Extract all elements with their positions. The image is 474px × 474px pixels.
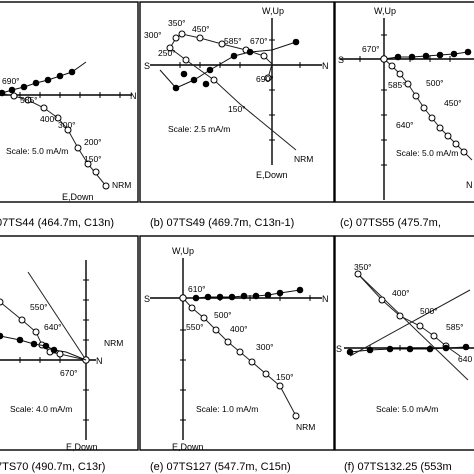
panel-a-scale: Scale: 5.0 mA/m: [6, 146, 68, 156]
panel-b-label-300: 300°: [144, 30, 162, 40]
panel-f-label-500: 500°: [420, 306, 438, 316]
panel-b-up-label: W,Up: [262, 6, 284, 16]
panel-b-label-585: 585°: [224, 36, 242, 46]
panel-f: 350° 400° 500° 585° 640 S Scale: 5.0 mA/…: [334, 235, 474, 451]
panel-a-label-200: 200°: [84, 137, 102, 147]
panel-b-north-label: N: [322, 61, 329, 71]
panel-c-label-500: 500°: [426, 78, 444, 88]
panel-c-label-640: 640°: [396, 120, 414, 130]
panel-c-open-points: [380, 55, 468, 156]
panel-e-label-550: 550°: [186, 322, 204, 332]
panel-e-open-points: [179, 294, 300, 420]
panel-b-label-690: 690°: [256, 74, 274, 84]
panel-f-label-640: 640: [458, 354, 472, 364]
panel-e-label-nrm: NRM: [296, 422, 315, 432]
panel-e-scale: Scale: 1.0 mA/m: [196, 404, 258, 414]
panel-f-caption: (f) 07TS132.25 (553m: [344, 461, 452, 473]
panel-d-caption: 7TS70 (490.7m, C13r): [0, 461, 105, 473]
panel-d-nrm-line: [27, 271, 87, 361]
panel-a-frame: [0, 1, 139, 203]
panel-a-caption: 07TS44 (464.7m, C13n): [0, 217, 114, 229]
panel-e-label-300: 300°: [256, 342, 274, 352]
panel-b-south-label: S: [144, 61, 150, 71]
panel-d-label-nrm: NRM: [104, 338, 123, 348]
panel-f-label-585: 585°: [446, 322, 464, 332]
panel-c-scale: Scale: 5.0 mA/m: [396, 148, 458, 158]
panel-d-label-550: 550°: [30, 302, 48, 312]
panel-b-scale: Scale: 2.5 mA/m: [168, 124, 230, 134]
panel-e-vertical-path: [182, 297, 297, 417]
panel-d: 550° 640° 670° NRM S N E,Down Scale: 4.0…: [0, 235, 139, 452]
panel-a-label-400: 400°: [40, 114, 58, 124]
panel-d-scale: Scale: 4.0 mA/m: [10, 404, 72, 414]
panel-c-caption: (c) 07TS55 (475.7m,: [340, 217, 441, 229]
panel-e-label-610: 610°: [188, 284, 206, 294]
panel-b-label-150: 150°: [228, 104, 246, 114]
panel-b-label-450: 450°: [192, 24, 210, 34]
panel-d-label-640: 640°: [44, 322, 62, 332]
panel-e-closed-points: [192, 286, 304, 302]
panel-b-label-350: 350°: [168, 18, 186, 28]
panel-a-north-label: N: [130, 91, 137, 101]
panel-c-label-450: 450°: [444, 98, 462, 108]
panel-a-label-300: 300°: [58, 120, 76, 130]
panel-a-open-points: [10, 92, 110, 190]
panel-f-label-400: 400°: [392, 288, 410, 298]
panel-d-down-label: E,Down: [66, 442, 98, 452]
panel-f-scale: Scale: 5.0 mA/m: [376, 404, 438, 414]
panel-e-caption: (e) 07TS127 (547.7m, C15n): [150, 461, 291, 473]
panel-e-up-label: W,Up: [172, 246, 194, 256]
panel-b-label-670: 670°: [250, 36, 268, 46]
panel-b-closed-points: [172, 38, 300, 92]
panel-e-frame: [139, 235, 335, 451]
panel-b-open-points: [166, 30, 272, 84]
panel-c-label-585: 585°: [388, 80, 406, 90]
panel-e-label-400: 400°: [230, 324, 248, 334]
panel-c-closed-points: [394, 48, 472, 61]
panel-d-frame: [0, 235, 139, 451]
panel-b-label-nrm: NRM: [294, 154, 313, 164]
panel-a-closed-points: [0, 68, 76, 97]
panel-a: 690° 585° 400° 300° 200° 150° NRM N E,Do…: [0, 1, 139, 203]
panel-a-label-nrm: NRM: [112, 180, 131, 190]
panel-e-south-label: S: [144, 294, 150, 304]
panel-e-north-label: N: [322, 294, 329, 304]
panel-e: 610° 550° 500° 400° 300° 150° NRM W,Up S…: [139, 235, 335, 452]
panel-d-closed-points: [0, 332, 58, 354]
panel-a-label-150: 150°: [84, 154, 102, 164]
panel-c-north-label: N: [466, 180, 473, 190]
panel-f-cross-line: [349, 289, 471, 357]
panel-c-up-label: W,Up: [374, 6, 396, 16]
panel-b-frame: [139, 1, 335, 203]
panel-b-down-label: E,Down: [256, 170, 288, 180]
panel-f-closed-points: [346, 343, 470, 356]
panel-b-caption: (b) 07TS49 (469.7m, C13n-1): [150, 217, 294, 229]
panel-b-label-250: 250°: [158, 48, 176, 58]
panel-c-frame: [334, 1, 474, 203]
panel-e-label-500: 500°: [214, 310, 232, 320]
panel-e-label-150: 150°: [276, 372, 294, 382]
panel-f-label-350: 350°: [354, 262, 372, 272]
panel-b: 350° 450° 300° 585° 670° 250° 690° 150° …: [139, 1, 335, 203]
panel-c-label-670: 670°: [362, 44, 380, 54]
panel-c: 670° 585° 500° 640° 450° W,Up S N Scale:…: [334, 1, 474, 203]
panel-c-south-label: S: [338, 55, 344, 65]
panel-d-north-label: N: [96, 356, 103, 366]
panel-a-label-585: 585°: [20, 95, 38, 105]
panel-d-label-670: 670°: [60, 368, 78, 378]
panel-a-label-690: 690°: [2, 76, 20, 86]
panel-f-nrm-line: [357, 273, 469, 381]
panel-e-horizontal-path: [183, 289, 301, 299]
panel-a-down-label: E,Down: [62, 192, 94, 202]
panel-f-south-label: S: [336, 344, 342, 354]
panel-e-down-label: E,Down: [172, 442, 204, 452]
